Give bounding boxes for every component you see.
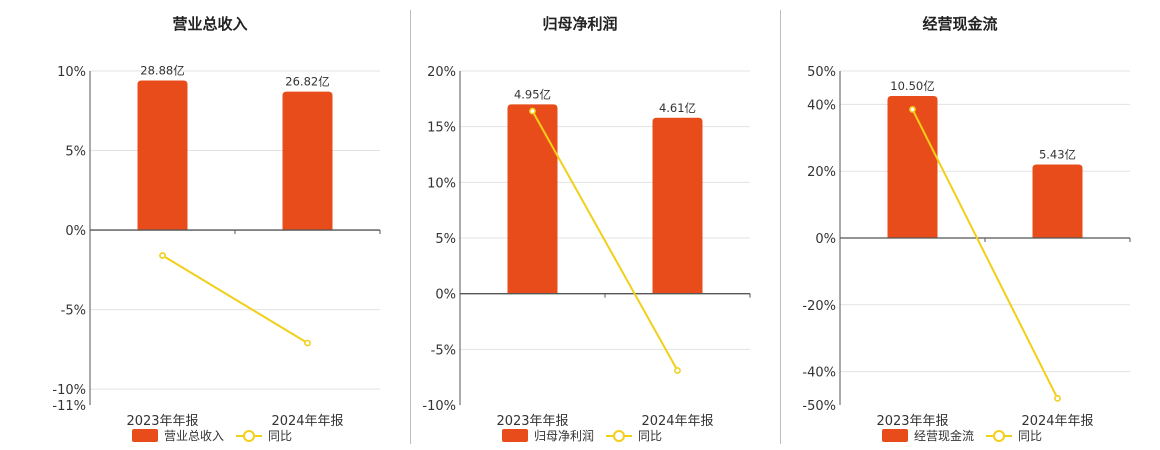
bar (887, 96, 938, 238)
yoy-point (304, 339, 311, 347)
y-tick-label: 50% (807, 65, 836, 80)
legend-line-label: 同比 (1018, 429, 1042, 443)
legend-bar-swatch (882, 429, 908, 442)
y-tick-label: 20% (427, 65, 456, 80)
x-category-label: 2024年年报 (1021, 414, 1093, 429)
y-tick-label: 10% (57, 65, 86, 80)
bar-data-label: 26.82亿 (285, 75, 329, 89)
bar-data-label: 28.88亿 (140, 64, 184, 78)
legend-line-label: 同比 (638, 429, 662, 443)
legend-bar-label: 归母净利润 (534, 429, 594, 443)
y-tick-label: -20% (802, 299, 836, 314)
yoy-point (529, 107, 536, 115)
yoy-line (531, 110, 679, 371)
y-tick-label: -50% (802, 399, 836, 414)
yoy-line (161, 254, 309, 344)
legend-bar-swatch (132, 429, 158, 442)
bar-data-label: 5.43亿 (1039, 148, 1076, 162)
panel-cash-flow: 经营现金流 50% 40% 20% 0% -20% -40% -50% 10.50亿 5.43亿 2… (780, 0, 1160, 450)
y-tick-label: 5% (435, 232, 456, 247)
y-tick-label: -40% (802, 366, 836, 381)
yoy-point (674, 367, 681, 374)
panel-revenue: 营业总收入 10% 5% 0% -5% -10% -11% 28.88亿 26.82亿 2023年… (0, 0, 410, 450)
chart-title: 营业总收入 (172, 15, 247, 33)
y-tick-label: 0% (435, 288, 456, 303)
x-category-label: 2024年年报 (641, 414, 713, 429)
bar (137, 80, 188, 231)
legend-line-marker (993, 430, 1005, 442)
y-tick-label: -5% (431, 343, 456, 358)
y-tick-label: 0% (815, 232, 836, 247)
y-tick-label: -5% (61, 304, 86, 319)
x-category-label: 2024年年报 (271, 414, 343, 429)
chart-title: 经营现金流 (922, 15, 997, 33)
x-category-label: 2023年年报 (126, 414, 198, 429)
bar-data-label: 10.50亿 (890, 79, 934, 93)
bar-data-label: 4.61亿 (659, 101, 696, 115)
bar (507, 104, 558, 294)
bar (1032, 164, 1083, 238)
y-tick-label: -11% (52, 399, 86, 414)
bar (282, 91, 333, 231)
y-tick-label: 0% (65, 224, 86, 239)
chart-title: 归母净利润 (542, 15, 617, 33)
bar-data-label: 4.95亿 (514, 87, 551, 101)
chart-cash-flow: 经营现金流 50% 40% 20% 0% -20% -40% -50% 10.50亿 5.43亿 2… (802, 15, 1131, 443)
legend-line-marker (613, 430, 625, 442)
legend-bar-swatch (502, 429, 528, 442)
bar (652, 117, 703, 294)
yoy-point (1054, 394, 1061, 402)
y-tick-label: -10% (422, 399, 456, 414)
y-tick-label: 10% (427, 176, 456, 191)
x-category-label: 2023年年报 (876, 414, 948, 429)
y-tick-label: 5% (65, 145, 86, 160)
yoy-point (159, 252, 166, 259)
yoy-line (911, 108, 1059, 399)
legend-line-label: 同比 (268, 429, 292, 443)
legend-bar-label: 营业总收入 (164, 429, 224, 443)
chart-net-profit: 归母净利润 20% 15% 10% 5% 0% -5% -10% 4.95亿 4.61亿 2023年… (422, 15, 751, 443)
legend-line-marker (243, 430, 255, 442)
panel-divider-2 (780, 10, 781, 444)
x-category-label: 2023年年报 (496, 414, 568, 429)
y-tick-label: -10% (52, 383, 86, 398)
panel-net-profit: 归母净利润 20% 15% 10% 5% 0% -5% -10% 4.95亿 4.61亿 2023年… (410, 0, 780, 450)
y-tick-label: 40% (807, 98, 836, 113)
panel-divider-1 (410, 10, 411, 444)
y-tick-label: 20% (807, 165, 836, 180)
yoy-point (909, 106, 916, 113)
chart-revenue: 营业总收入 10% 5% 0% -5% -10%-11% 28.88亿 26.82亿 2023年… (52, 15, 381, 443)
legend-bar-label: 经营现金流 (914, 428, 974, 443)
y-tick-label: 15% (427, 121, 456, 136)
